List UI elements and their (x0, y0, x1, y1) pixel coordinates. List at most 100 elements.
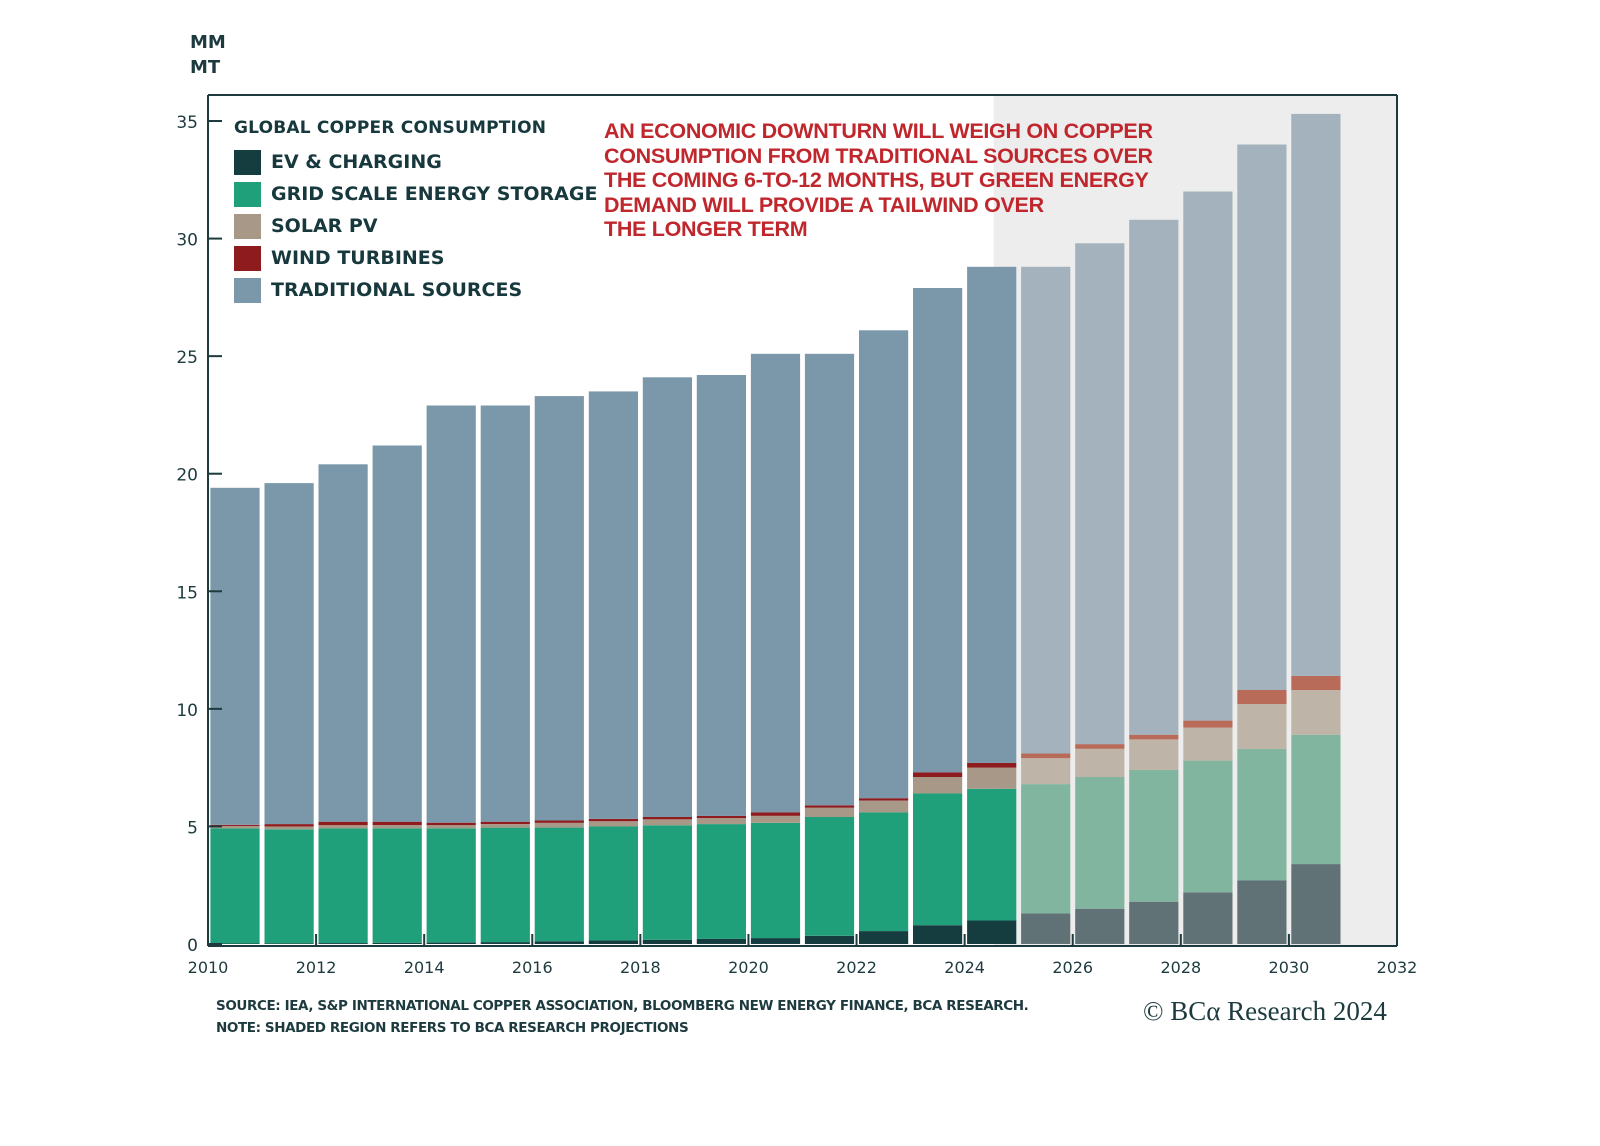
bar-segment-grid-scale-energy-storage-2016 (534, 827, 584, 942)
legend-label-traditional: TRADITIONAL SOURCES (271, 279, 523, 301)
bar-segment-grid-scale-energy-storage-2024 (967, 788, 1017, 921)
bar-segment-solar-pv-2025 (1021, 758, 1071, 785)
bar-segment-traditional-sources-2025 (1021, 266, 1071, 754)
bar-segment-ev-charging-2023 (913, 925, 963, 945)
bar-segment-wind-turbines-2010 (210, 824, 260, 826)
x-tick-label: 2032 (1377, 958, 1418, 977)
bar-segment-wind-turbines-2020 (750, 812, 801, 816)
y-tick-label: 5 (187, 818, 198, 838)
bar-segment-grid-scale-energy-storage-2019 (696, 824, 746, 939)
legend-label-wind: WIND TURBINES (271, 247, 445, 269)
annotation-line: AN ECONOMIC DOWNTURN WILL WEIGH ON COPPE… (604, 119, 1153, 143)
bar-segment-grid-scale-energy-storage-2010 (210, 828, 260, 944)
annotation-line: THE LONGER TERM (604, 217, 808, 241)
bar-stack-2017 (588, 391, 638, 945)
chart-annotation: AN ECONOMIC DOWNTURN WILL WEIGH ON COPPE… (604, 119, 1204, 242)
bar-segment-grid-scale-energy-storage-2018 (642, 825, 692, 940)
bar-segment-solar-pv-2013 (372, 825, 422, 829)
bar-segment-grid-scale-energy-storage-2027 (1129, 770, 1179, 902)
bar-segment-traditional-sources-2016 (534, 396, 584, 821)
bar-segment-wind-turbines-2029 (1237, 690, 1287, 705)
legend-title: GLOBAL COPPER CONSUMPTION (234, 118, 547, 138)
bar-segment-wind-turbines-2018 (642, 817, 692, 820)
bar-segment-traditional-sources-2018 (642, 377, 692, 818)
bar-segment-traditional-sources-2013 (372, 445, 422, 822)
bar-stack-2018 (642, 377, 692, 945)
bar-segment-solar-pv-2019 (696, 818, 746, 825)
bar-segment-ev-charging-2025 (1021, 913, 1071, 944)
x-tick-label: 2016 (512, 958, 553, 977)
bar-segment-solar-pv-2011 (264, 826, 314, 830)
bar-segment-traditional-sources-2022 (859, 330, 909, 799)
bar-segment-traditional-sources-2014 (426, 405, 476, 823)
bar-segment-solar-pv-2012 (318, 825, 368, 829)
bar-segment-wind-turbines-2016 (534, 820, 584, 823)
bar-stack-2027 (1129, 219, 1179, 945)
bar-segment-wind-turbines-2023 (913, 772, 963, 777)
bar-segment-wind-turbines-2013 (372, 821, 422, 825)
legend-item-grid: GRID SCALE ENERGY STORAGE (234, 178, 597, 210)
bar-segment-solar-pv-2018 (642, 819, 692, 826)
annotation-line: CONSUMPTION FROM TRADITIONAL SOURCES OVE… (604, 143, 1153, 168)
bar-segment-wind-turbines-2024 (967, 762, 1017, 768)
legend-label-grid: GRID SCALE ENERGY STORAGE (271, 183, 598, 205)
bar-segment-wind-turbines-2011 (264, 824, 314, 827)
legend: GLOBAL COPPER CONSUMPTION EV & CHARGING … (234, 118, 597, 306)
bar-stack-2020 (750, 353, 801, 944)
x-tick-label: 2020 (728, 958, 769, 977)
bar-segment-wind-turbines-2019 (696, 815, 746, 819)
legend-swatch-wind (234, 245, 261, 271)
legend-swatch-solar (234, 213, 261, 239)
bar-segment-grid-scale-energy-storage-2023 (913, 793, 963, 926)
x-tick-label: 2010 (188, 958, 229, 977)
bar-segment-wind-turbines-2030 (1291, 675, 1341, 691)
bar-segment-ev-charging-2022 (859, 931, 909, 945)
bar-stack-2011 (264, 483, 314, 945)
bar-stack-2022 (859, 330, 909, 945)
bar-segment-solar-pv-2016 (534, 822, 584, 828)
bar-segment-traditional-sources-2019 (696, 375, 746, 816)
bar-segment-grid-scale-energy-storage-2029 (1237, 748, 1287, 881)
bar-segment-ev-charging-2024 (967, 920, 1017, 945)
bar-stack-2010 (210, 487, 260, 944)
bar-segment-grid-scale-energy-storage-2015 (480, 827, 530, 943)
bar-segment-traditional-sources-2010 (210, 487, 260, 825)
bar-segment-wind-turbines-2015 (480, 821, 530, 825)
bar-segment-ev-charging-2026 (1075, 908, 1125, 944)
bar-segment-grid-scale-energy-storage-2011 (264, 829, 314, 944)
bar-segment-solar-pv-2023 (913, 777, 963, 794)
bar-segment-solar-pv-2030 (1291, 690, 1341, 735)
bar-segment-traditional-sources-2021 (804, 353, 855, 806)
bar-segment-solar-pv-2029 (1237, 704, 1287, 749)
bar-segment-grid-scale-energy-storage-2020 (750, 822, 801, 939)
legend-item-wind: WIND TURBINES (234, 242, 597, 274)
bar-segment-ev-charging-2013 (372, 942, 422, 944)
bar-segment-solar-pv-2024 (967, 767, 1017, 789)
annotation-line: DEMAND WILL PROVIDE A TAILWIND OVER (604, 192, 1044, 217)
legend-item-traditional: TRADITIONAL SOURCES (234, 274, 597, 306)
source-note: SOURCE: IEA, S&P INTERNATIONAL COPPER AS… (216, 995, 1029, 1039)
axes-group: 0 5 10 15 20 25 30 35 2010 2012 2014 2016 2018 2020 20… (176, 94, 1418, 977)
bar-segment-traditional-sources-2012 (318, 464, 368, 822)
bar-segment-ev-charging-2027 (1129, 901, 1179, 945)
bar-segment-traditional-sources-2017 (588, 391, 638, 819)
bar-segment-wind-turbines-2028 (1183, 720, 1233, 728)
bar-segment-solar-pv-2027 (1129, 739, 1179, 770)
bar-segment-solar-pv-2017 (588, 821, 638, 827)
x-tick-label: 2014 (404, 958, 445, 977)
bar-segment-traditional-sources-2026 (1075, 243, 1125, 745)
bar-segment-wind-turbines-2012 (318, 821, 368, 826)
bar-segment-traditional-sources-2023 (913, 288, 963, 773)
bar-stack-2012 (318, 464, 368, 945)
bar-segment-grid-scale-energy-storage-2025 (1021, 784, 1071, 914)
bar-stack-2025 (1021, 266, 1071, 944)
bar-segment-traditional-sources-2028 (1183, 191, 1233, 721)
y-tick-label: 35 (176, 113, 198, 133)
bar-stack-2016 (534, 396, 584, 945)
bar-stack-2021 (804, 353, 855, 945)
source-text: SOURCE: IEA, S&P INTERNATIONAL COPPER AS… (216, 998, 1029, 1014)
bar-segment-wind-turbines-2025 (1021, 753, 1071, 759)
bar-segment-grid-scale-energy-storage-2013 (372, 828, 422, 943)
y-tick-label: 20 (176, 466, 198, 486)
x-tick-label: 2028 (1160, 958, 1201, 977)
